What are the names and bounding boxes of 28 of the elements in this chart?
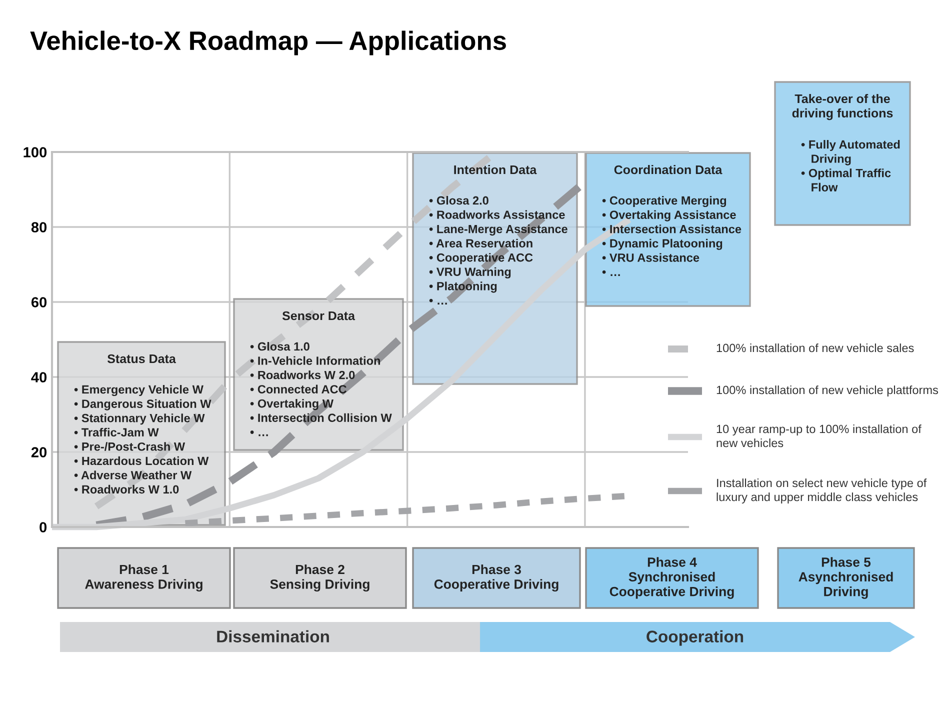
text: Phase 3 Cooperative Driving [434,564,558,592]
text: Phase 4 Synchronised Cooperative Driving [610,557,734,599]
text: Take-over of the driving functions [792,94,893,120]
legend-label: Installation on select new vehicle type of luxury and upper middle class vehicles [716,478,927,504]
text: Cooperation [646,630,744,646]
y-tick-label: 20 [31,447,47,458]
text: Phase 5 Asynchronised Driving [798,557,893,599]
y-tick-label: 0 [40,522,47,532]
y-tick-label: 40 [31,372,47,382]
text: • Fully Automated Driving • Optimal Traffic Flow [801,140,900,192]
chart-title: Vehicle-to-X Roadmap — Applications [30,30,506,56]
annotation: Sensor Data [282,311,356,320]
annotation: • Glosa 1.0 • In-Vehicle Information • Roadworks W 2.0 • Connected ACC • Overtaking W • Intersection Collision W • … [250,342,392,436]
legend-label: 100% installation of new vehicle plattforms [716,385,938,397]
text: Phase 1 Awareness Driving [85,564,202,592]
annotation: Status Data [107,354,176,364]
y-tick-label: 100 [24,147,47,158]
legend-label: 10 year ramp-up to 100% installation of new vehicles [716,424,922,448]
y-tick-label: 80 [31,222,47,232]
text: 100% installation of new vehicle sales [716,343,914,352]
annotation: • Emergency Vehicle W • Dangerous Situation W • Stationnary Vehicle W • Traffic-Jam W • Pre-/Post-Crash W • Hazardous Location W • Adverse Weather W • Roadworks W 1.0 [74,385,212,494]
annotation: Intention Data [454,165,537,174]
text: Phase 2 Sensing Driving [270,564,370,592]
text: Dissemination [217,630,329,642]
y-tick-label: 60 [31,297,47,308]
annotation: Coordination Data [614,165,722,174]
annotation: • Cooperative Merging • Overtaking Assistance • Intersection Assistance • Dynamic Platooning • VRU Assistance • … [602,196,742,276]
annotation: • Glosa 2.0 • Roadworks Assistance • Lane-Merge Assistance • Area Reservation • Cooperative ACC • VRU Warning • Platooning • … [429,196,568,304]
